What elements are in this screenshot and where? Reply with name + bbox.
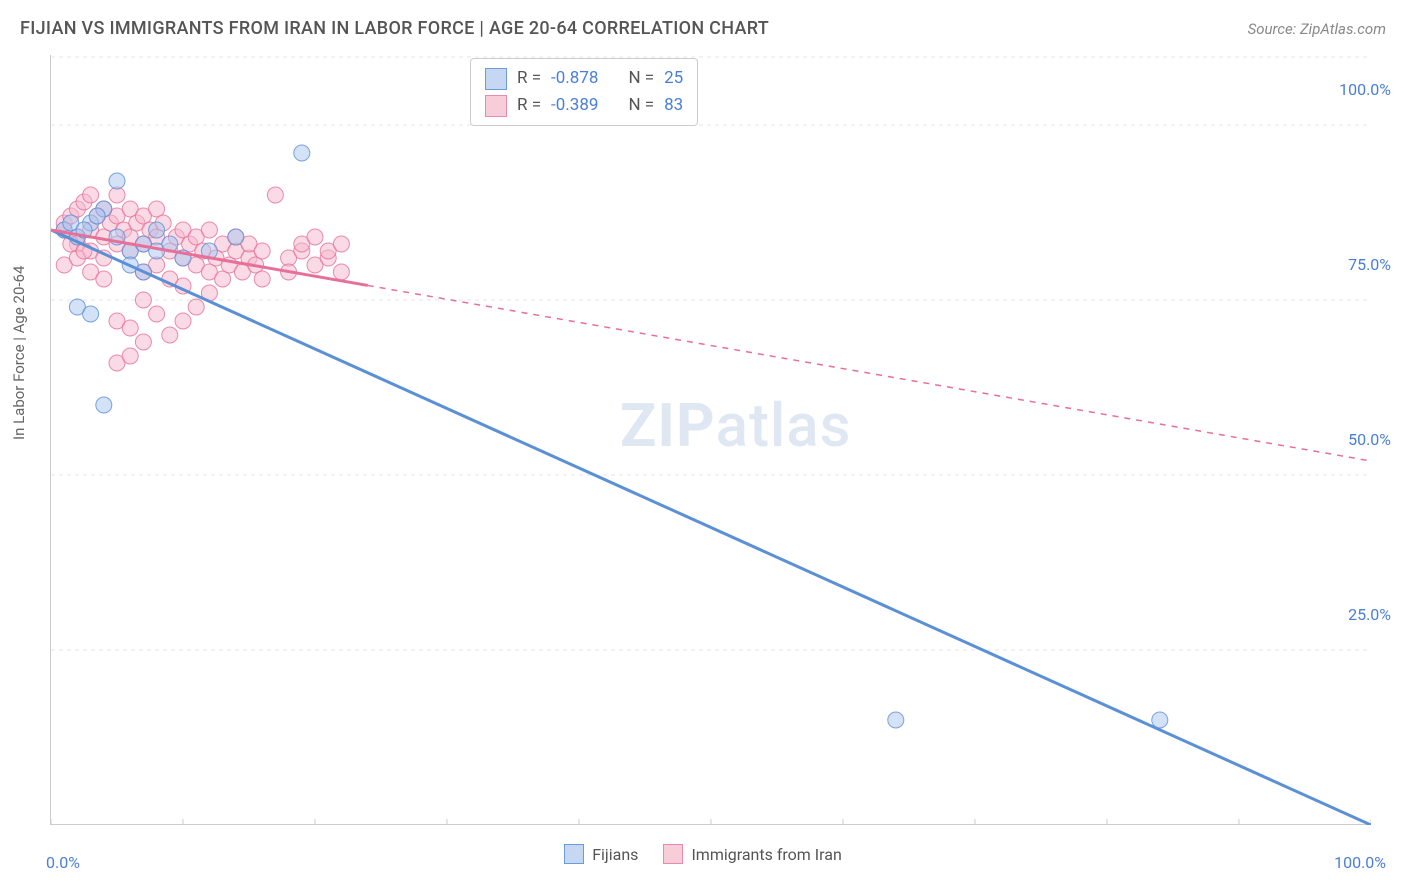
corr-swatch-fijians [485,68,507,90]
legend-item-iran: Immigrants from Iran [663,844,841,864]
corr-n-value-iran: 83 [664,92,683,119]
legend-label-iran: Immigrants from Iran [691,845,841,864]
ytick-100: 100.0% [1339,80,1391,99]
corr-r-label: R = [517,92,541,119]
chart-title: FIJIAN VS IMMIGRANTS FROM IRAN IN LABOR … [20,18,769,39]
corr-swatch-iran [485,95,507,117]
corr-n-label: N = [628,92,654,119]
corr-n-value-fijians: 25 [664,65,683,92]
correlation-legend: R = -0.878 N = 25 R = -0.389 N = 83 [470,58,698,126]
source-attribution: Source: ZipAtlas.com [1248,20,1386,38]
watermark-bold: ZIP [620,390,716,461]
chart-container: FIJIAN VS IMMIGRANTS FROM IRAN IN LABOR … [0,0,1406,892]
corr-row-iran: R = -0.389 N = 83 [485,92,683,119]
corr-r-label: R = [517,65,541,92]
watermark-rest: atlas [716,390,852,461]
legend-item-fijians: Fijians [564,844,638,864]
bottom-legend: Fijians Immigrants from Iran [0,844,1406,864]
legend-label-fijians: Fijians [592,845,638,864]
ytick-50: 50.0% [1348,430,1391,449]
y-axis-label: In Labor Force | Age 20-64 [10,266,28,440]
legend-swatch-fijians [564,844,584,864]
corr-n-label: N = [628,65,654,92]
watermark: ZIPatlas [620,390,851,461]
corr-r-value-fijians: -0.878 [551,65,598,92]
corr-r-value-iran: -0.389 [551,92,598,119]
ytick-25: 25.0% [1348,605,1391,624]
header-row: FIJIAN VS IMMIGRANTS FROM IRAN IN LABOR … [20,18,1386,39]
legend-swatch-iran [663,844,683,864]
ytick-75: 75.0% [1348,255,1391,274]
corr-row-fijians: R = -0.878 N = 25 [485,65,683,92]
